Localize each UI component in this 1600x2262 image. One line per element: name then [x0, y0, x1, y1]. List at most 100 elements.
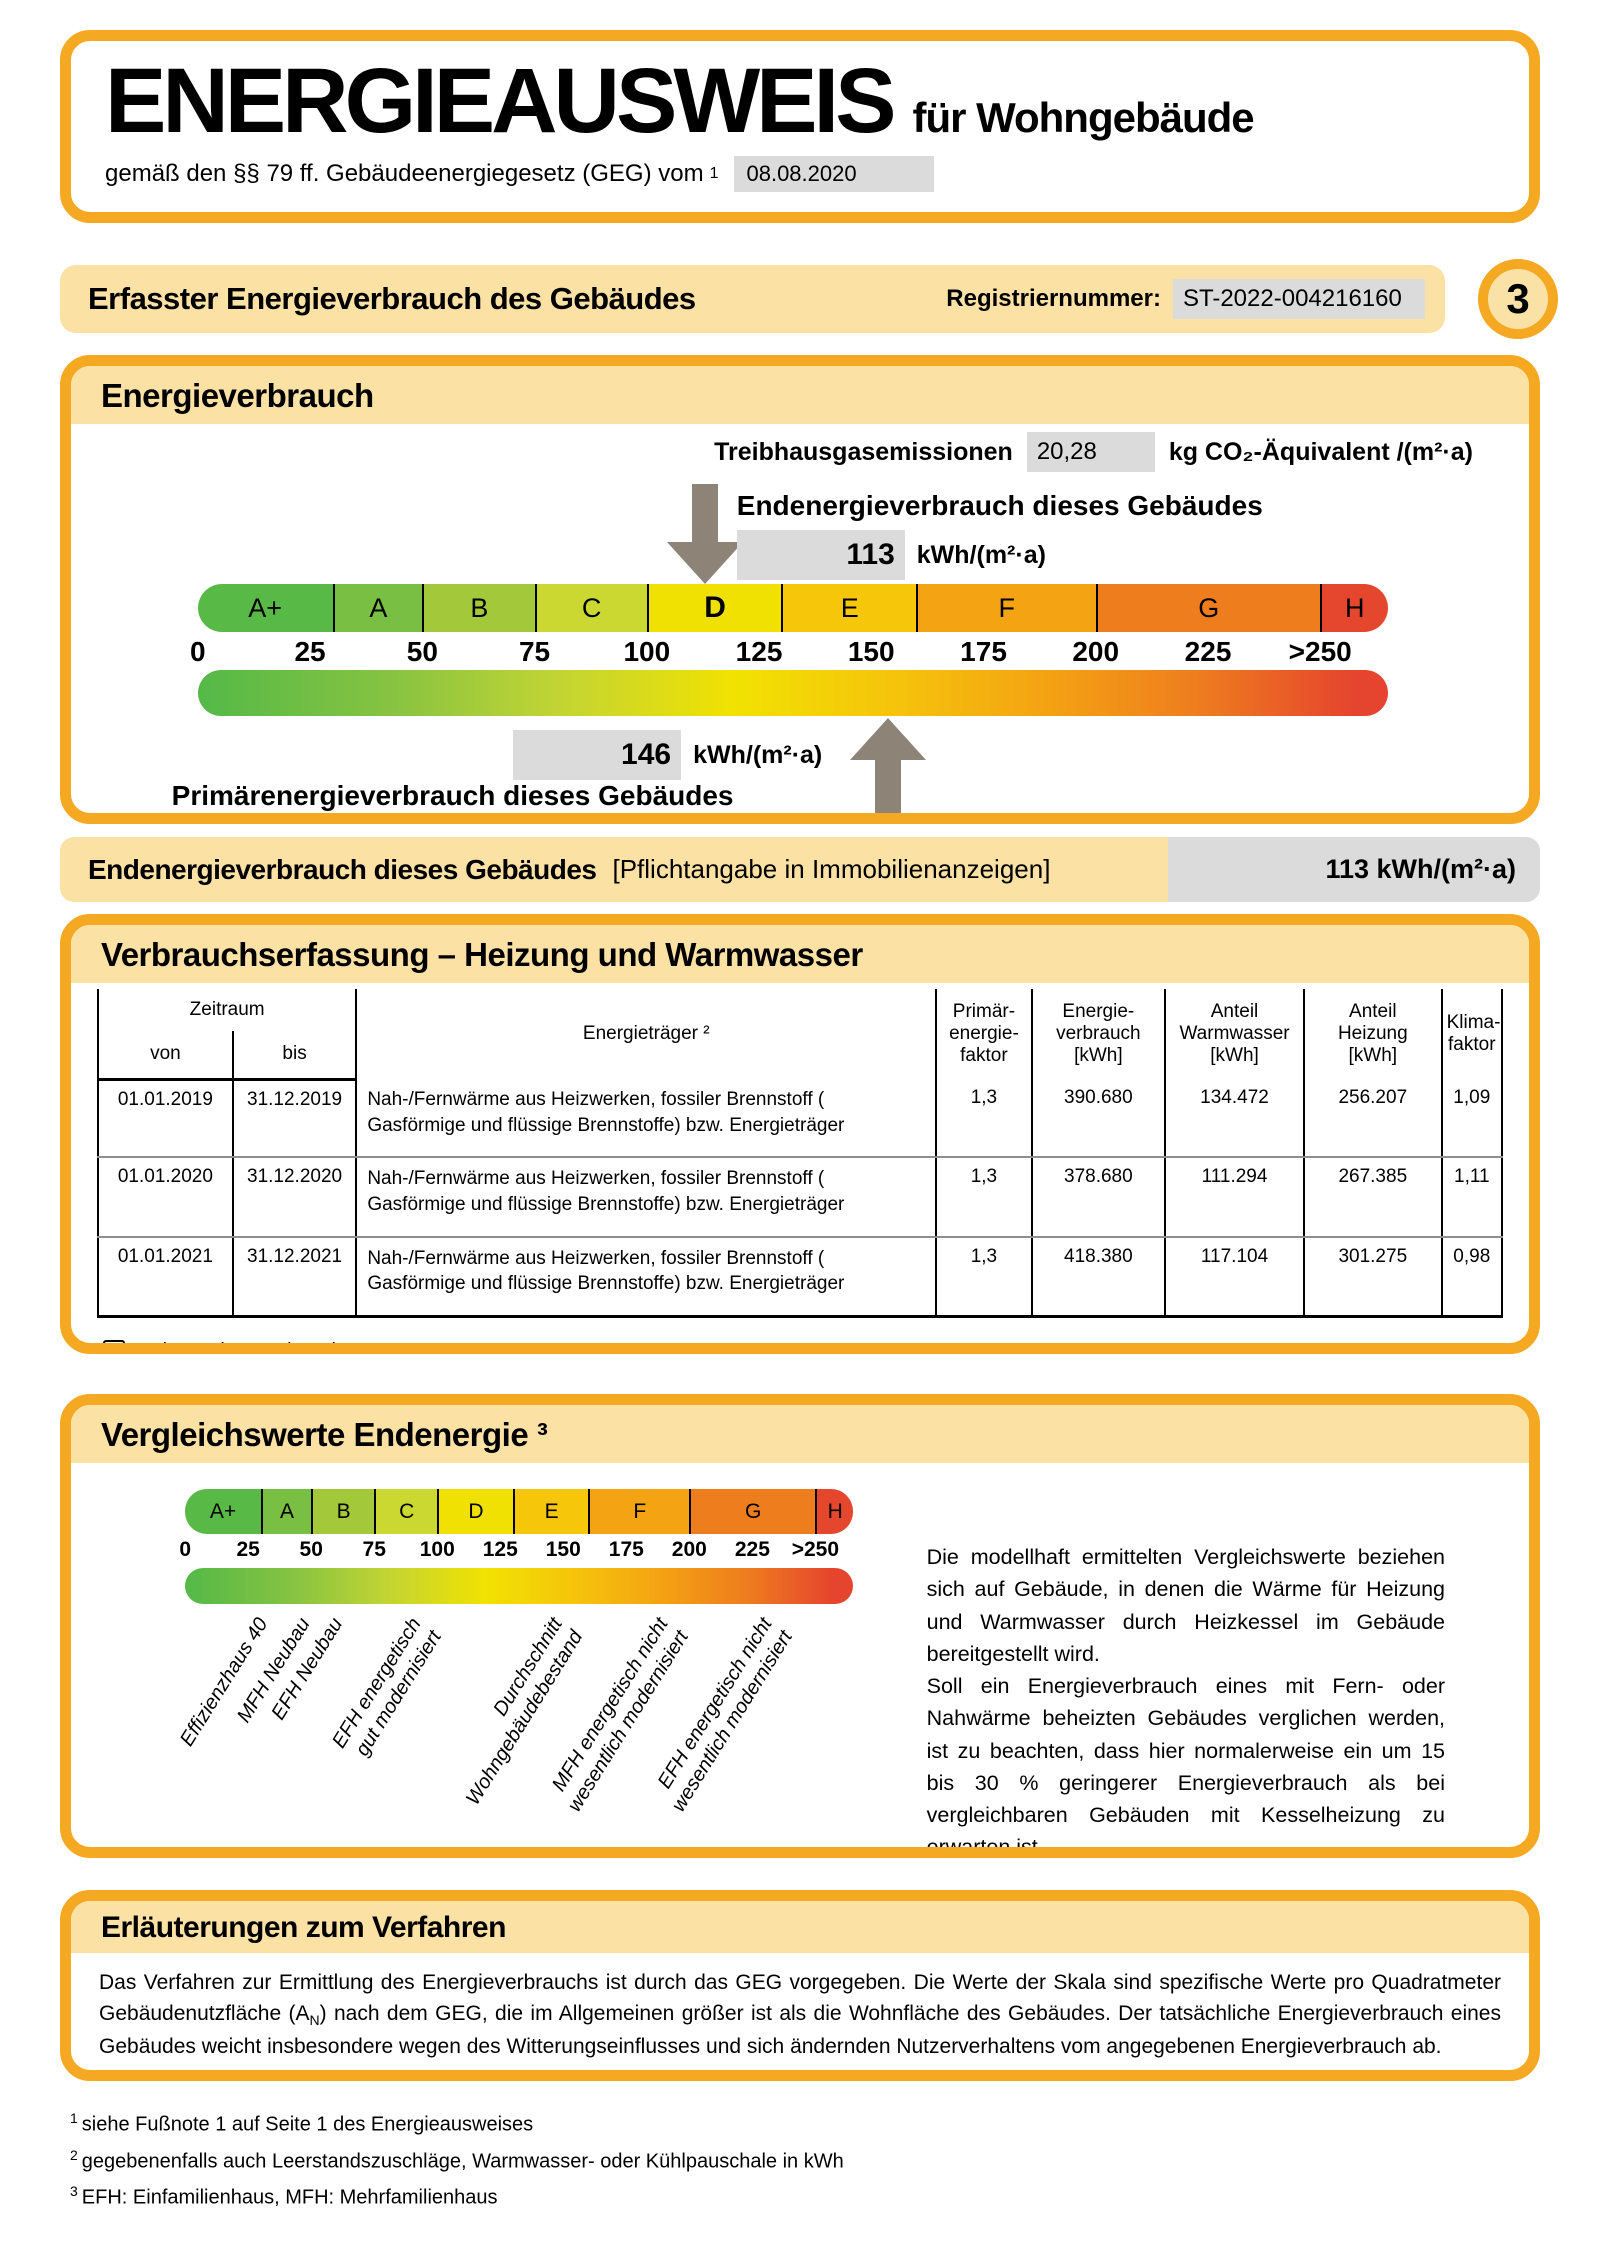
section-title: Erfasster Energieverbrauch des Gebäudes: [88, 281, 696, 316]
comparison-reference-labels: Effizienzhaus 40 MFH Neubau EFH Neubau E…: [176, 1604, 853, 1844]
document-title-suffix: für Wohngebäude: [912, 94, 1254, 141]
table-row: 01.01.2019 31.12.2019 Nah-/Fernwärme aus…: [97, 1079, 1504, 1159]
table-row: 01.01.2020 31.12.2020 Nah-/Fernwärme aus…: [97, 1157, 1504, 1238]
law-reference-text: gemäß den §§ 79 ff. Gebäudeenergiegesetz…: [105, 159, 704, 187]
col-header-von: von: [97, 1031, 234, 1081]
footnote-2: 2 gegebenenfalls auch Leerstandszuschläge…: [70, 2146, 844, 2173]
subscript-n: N: [309, 2012, 320, 2029]
primary-energy-label: Primärenergieverbrauch dieses Gebäudes: [171, 780, 734, 811]
cell-klimafaktor: 1,11: [1440, 1157, 1504, 1238]
table-row: 01.01.2021 31.12.2021 Nah-/Fernwärme aus…: [97, 1236, 1504, 1318]
primary-energy-value-field: 146: [513, 730, 682, 780]
class-segment-g: G: [1095, 584, 1321, 632]
footnote-3: 3 EFH: Einfamilienhaus, MFH: Mehrfamilien…: [70, 2183, 498, 2209]
primary-energy-arrow-up-icon: [849, 718, 926, 813]
consumption-table: Zeitraum Energieträger ² Primär- energie…: [96, 989, 1504, 1318]
document-title: ENERGIEAUSWEIS: [105, 50, 896, 152]
class-segment-f: F: [588, 1489, 690, 1534]
class-segment-aplus: A+: [185, 1489, 261, 1534]
cell-pef: 1,3: [935, 1079, 1033, 1159]
end-energy-value-row: 113 kWh/(m²·a): [736, 530, 1046, 580]
comparison-scale-chart: A+ A B C D E F G H 0 25 50 75: [176, 1489, 854, 1844]
col-header-klimafaktor: Klima- faktor: [1440, 989, 1504, 1079]
comparison-paragraph-1: Die modellhaft ermittelten Vergleichswer…: [926, 1545, 1445, 1666]
erlaeuterungen-text: Das Verfahren zur Ermittlung des Energie…: [99, 1971, 1501, 2058]
class-segment-d: D: [437, 1489, 513, 1534]
col-header-energietraeger: Energieträger ²: [355, 989, 938, 1079]
class-segment-h: H: [815, 1489, 854, 1534]
comparison-gradient-bar: [185, 1568, 854, 1604]
col-header-bis: bis: [231, 1031, 358, 1081]
ghg-value-field: 20,28: [1026, 432, 1155, 472]
class-segment-g: G: [689, 1489, 816, 1534]
class-segment-a: A: [260, 1489, 312, 1534]
registry-label: Registriernummer:: [946, 285, 1161, 312]
col-header-primaerenergiefaktor: Primär- energie- faktor: [935, 989, 1033, 1079]
cell-bis: 31.12.2020: [231, 1157, 358, 1238]
cell-warmwasser: 117.104: [1164, 1236, 1306, 1318]
footnotes: 1 siehe Fußnote 1 auf Seite 1 des Energie…: [60, 2103, 1540, 2213]
end-energy-arrow-down-icon: [666, 484, 743, 584]
cell-von: 01.01.2019: [97, 1079, 234, 1159]
end-banner-value-field: 113 kWh/(m²·a): [1168, 837, 1540, 902]
registry-number-field: ST-2022-004216160: [1173, 279, 1425, 319]
col-header-anteil-warmwasser: Anteil Warmwasser [kWh]: [1164, 989, 1306, 1079]
law-footnote-marker: 1: [709, 164, 719, 182]
primary-energy-unit: kWh/(m²·a): [693, 740, 823, 769]
cell-von: 01.01.2021: [97, 1236, 234, 1318]
geg-date-field: 08.08.2020: [734, 155, 935, 192]
cell-bis: 31.12.2021: [231, 1236, 358, 1318]
class-segment-b: B: [311, 1489, 375, 1534]
class-segment-c: C: [374, 1489, 438, 1534]
energieverbrauch-header: Energieverbrauch: [71, 366, 1529, 424]
gradient-scale-bar: [197, 670, 1388, 716]
comparison-tick-labels: 0 25 50 75 100 125 150 175 200 225 >250: [179, 1538, 840, 1561]
scale-tick-labels: 0 25 50 75 100 125 150 175 200 225 >250: [190, 636, 1352, 667]
cell-heizung: 256.207: [1303, 1079, 1443, 1159]
cell-pef: 1,3: [935, 1236, 1033, 1318]
end-energy-banner: Endenergieverbrauch dieses Gebäudes [Pfl…: [60, 837, 1540, 902]
ghg-label: Treibhausgasemissionen: [714, 437, 1013, 466]
section-bar: Erfasster Energieverbrauch des Gebäudes …: [60, 265, 1445, 333]
class-segment-aplus: A+: [197, 584, 333, 632]
verbrauchserfassung-content: Zeitraum Energieträger ² Primär- energie…: [71, 983, 1529, 1354]
verbrauchserfassung-box: Verbrauchserfassung – Heizung und Warmwa…: [60, 914, 1540, 1354]
class-segment-e: E: [512, 1489, 589, 1534]
class-segment-c: C: [534, 584, 647, 632]
class-segment-a: A: [332, 584, 423, 632]
cell-von: 01.01.2020: [97, 1157, 234, 1238]
vergleichswerte-header: Vergleichswerte Endenergie ³: [71, 1405, 1529, 1463]
cell-energietraeger: Nah-/Fernwärme aus Heizwerken, fossiler …: [355, 1236, 938, 1318]
verbrauchserfassung-header: Verbrauchserfassung – Heizung und Warmwa…: [71, 925, 1529, 983]
cell-klimafaktor: 0,98: [1440, 1236, 1504, 1318]
reference-label: EFH energetisch gut modernisiert: [328, 1614, 446, 1760]
more-entries-checkbox[interactable]: ✓: [103, 1340, 125, 1343]
footnote-1: 1 siehe Fußnote 1 auf Seite 1 des Energie…: [70, 2110, 534, 2136]
col-header-zeitraum: Zeitraum: [96, 989, 358, 1031]
col-header-energieverbrauch: Energie- verbrauch [kWh]: [1030, 989, 1167, 1079]
class-segment-b: B: [422, 584, 535, 632]
more-entries-label: weitere Einträge in Anlage: [137, 1339, 370, 1354]
section-bar-row: Erfasster Energieverbrauch des Gebäudes …: [60, 259, 1558, 339]
col-header-anteil-heizung: Anteil Heizung [kWh]: [1303, 989, 1443, 1079]
document-header-box: ENERGIEAUSWEIS für Wohngebäude gemäß den…: [60, 30, 1540, 223]
cell-warmwasser: 134.472: [1164, 1079, 1306, 1159]
cell-bis: 31.12.2019: [231, 1079, 358, 1159]
cell-energietraeger: Nah-/Fernwärme aus Heizwerken, fossiler …: [355, 1079, 938, 1159]
vergleichswerte-content: A+ A B C D E F G H 0 25 50 75: [71, 1463, 1529, 1858]
ghg-unit: kg CO₂-Äquivalent /(m²·a): [1168, 437, 1473, 466]
primary-energy-value-row: 146 kWh/(m²·a): [513, 730, 822, 780]
cell-pef: 1,3: [935, 1157, 1033, 1238]
vergleichswerte-box: Vergleichswerte Endenergie ³ A+ A B C D …: [60, 1394, 1540, 1858]
erlaeuterungen-header: Erläuterungen zum Verfahren: [71, 1901, 1529, 1953]
comparison-paragraph-2: Soll ein Energieverbrauch eines mit Fern…: [926, 1674, 1445, 1858]
energy-class-scale: A+ A B C D E F G H: [197, 584, 1388, 632]
end-banner-note: [Pflichtangabe in Immobilienanzeigen]: [612, 854, 1051, 884]
comparison-explanation: Die modellhaft ermittelten Vergleichswer…: [917, 1489, 1529, 1858]
cell-energietraeger: Nah-/Fernwärme aus Heizwerken, fossiler …: [355, 1157, 938, 1238]
erlaeuterungen-box: Erläuterungen zum Verfahren Das Verfahre…: [60, 1890, 1540, 2081]
energy-scale-chart: Endenergieverbrauch dieses Gebäudes 113 …: [172, 484, 1388, 813]
energieverbrauch-box: Energieverbrauch Treibhausgasemissionen …: [60, 355, 1540, 824]
page-number-badge: 3: [1478, 259, 1558, 339]
